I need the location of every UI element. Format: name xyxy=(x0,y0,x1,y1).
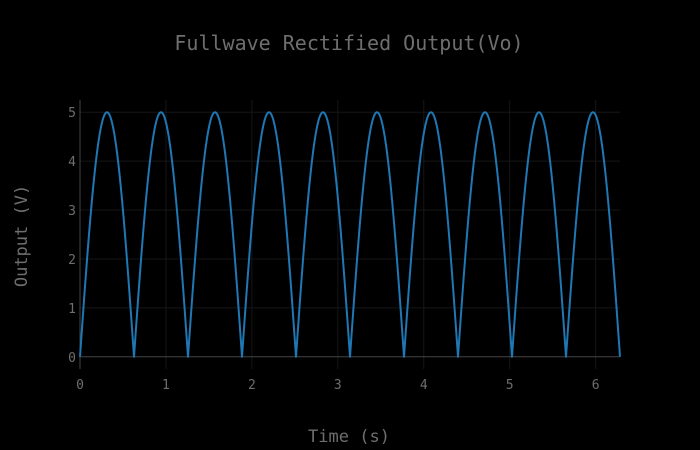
y-axis-ticks: 0 1 2 3 4 5 xyxy=(68,106,76,366)
x-tick-label: 5 xyxy=(506,378,514,393)
x-axis-ticks: 0 1 2 3 4 5 6 xyxy=(76,378,599,393)
y-tick-label: 5 xyxy=(68,106,76,121)
y-tick-label: 1 xyxy=(68,302,76,317)
x-tick-label: 4 xyxy=(420,378,428,393)
x-axis-title: Time (s) xyxy=(308,427,390,447)
x-tick-label: 3 xyxy=(334,378,342,393)
x-tick-label: 1 xyxy=(162,378,170,393)
chart-title: Fullwave Rectified Output(Vo) xyxy=(174,31,523,55)
x-tick-label: 6 xyxy=(592,378,600,393)
y-tick-label: 3 xyxy=(68,204,76,219)
y-axis-title: Output (V) xyxy=(12,185,32,287)
series-line xyxy=(79,111,621,358)
y-tick-label: 0 xyxy=(68,351,76,366)
y-tick-label: 4 xyxy=(68,155,76,170)
y-tick-label: 2 xyxy=(68,253,76,268)
grid-lines xyxy=(80,100,620,369)
x-tick-label: 0 xyxy=(76,378,84,393)
x-tick-label: 2 xyxy=(248,378,256,393)
